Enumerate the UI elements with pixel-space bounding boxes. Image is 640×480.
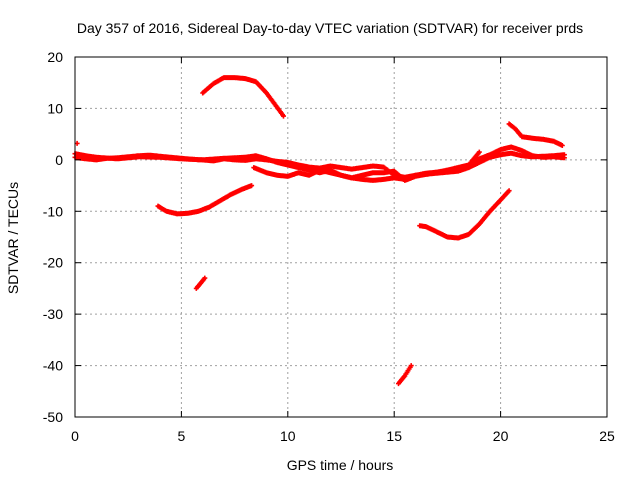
y-tick-label: -20 <box>43 255 63 271</box>
data-series <box>72 75 567 387</box>
y-tick-label: 0 <box>55 152 63 168</box>
data-point-markers <box>417 188 512 241</box>
series-arc-lower-left <box>155 183 255 217</box>
x-axis-title: GPS time / hours <box>287 457 394 473</box>
data-point-markers <box>193 275 208 291</box>
data-point-markers <box>396 363 414 387</box>
series-arc-lower-right <box>417 188 512 241</box>
y-axis-title: SDTVAR / TECUs <box>5 182 21 294</box>
y-tick-label: -50 <box>43 409 63 425</box>
series-segment-near-6h <box>193 275 208 291</box>
tick-labels: 0 5 10 15 20 25 -50 -40 -30 -20 -10 0 10 20 <box>43 49 615 444</box>
series-track-upper-right <box>506 121 565 148</box>
series-track-c-mid <box>251 162 472 183</box>
series-arc-upper <box>200 75 286 119</box>
data-point-markers <box>506 121 565 148</box>
data-point-markers <box>251 162 472 183</box>
data-point-markers <box>468 149 482 165</box>
x-tick-label: 25 <box>599 428 615 444</box>
data-point-markers <box>155 183 255 217</box>
y-tick-label: -30 <box>43 306 63 322</box>
series-spike-near-19h <box>468 149 482 165</box>
y-tick-label: 10 <box>47 100 63 116</box>
x-tick-label: 20 <box>493 428 509 444</box>
x-tick-label: 5 <box>178 428 186 444</box>
x-tick-label: 15 <box>386 428 402 444</box>
x-tick-label: 0 <box>71 428 79 444</box>
data-point-markers <box>200 75 286 119</box>
series-segment-near-15h <box>396 363 414 387</box>
y-tick-label: 20 <box>47 49 63 65</box>
x-tick-label: 10 <box>280 428 296 444</box>
y-tick-label: -10 <box>43 203 63 219</box>
chart-title: Day 357 of 2016, Sidereal Day-to-day VTE… <box>77 20 583 36</box>
plot-frame <box>74 56 608 418</box>
grid <box>75 57 607 417</box>
y-tick-label: -40 <box>43 358 63 374</box>
